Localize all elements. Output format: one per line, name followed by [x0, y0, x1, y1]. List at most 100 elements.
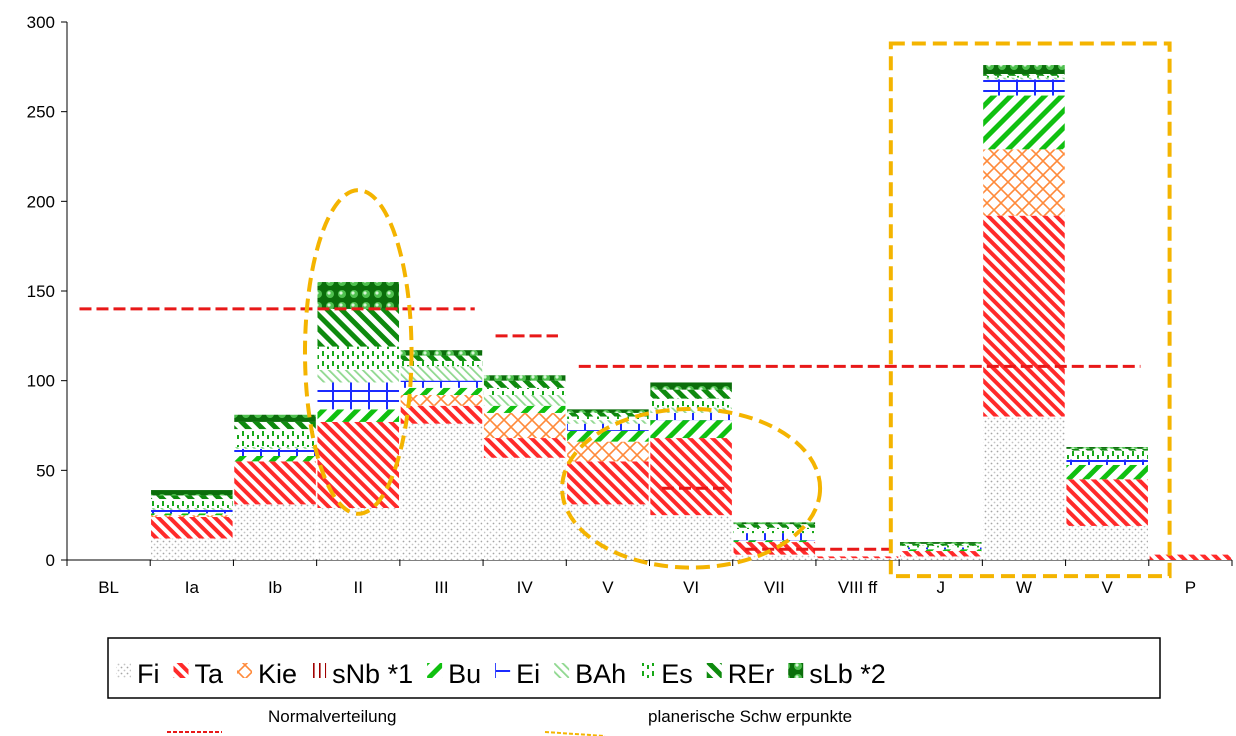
bar-segment-ta	[733, 542, 816, 555]
bar-segment-ei	[650, 412, 732, 421]
x-tick-label: IV	[517, 578, 534, 597]
bar-segment-slb	[151, 490, 233, 496]
y-tick-label: 50	[36, 461, 55, 480]
highlight-rect	[888, 41, 1172, 579]
x-tick-label: V	[1102, 578, 1114, 597]
planning-highlights	[302, 41, 1172, 579]
legend-label: Bu	[448, 659, 481, 689]
bar-segment-fi	[650, 515, 732, 560]
bar-segment-es	[650, 398, 732, 408]
y-tick-label: 250	[27, 103, 55, 122]
legend-label: BAh	[575, 659, 626, 689]
x-tick-label: BL	[98, 578, 119, 597]
bar-segment-ei	[733, 533, 816, 541]
bar-segment-fi	[400, 423, 483, 560]
bar-segment-bu	[899, 549, 982, 552]
bar-segment-bah	[483, 395, 566, 406]
bar-segment-kie	[483, 412, 566, 439]
x-axis-ticks: BL Ia Ib II III IV V VI VII VIII ff J W V P	[66, 560, 1233, 597]
bar-segment-ta	[1066, 479, 1148, 526]
bar-segment-bu	[733, 540, 816, 543]
bar-segment-rer	[317, 308, 400, 347]
x-tick-label: Ia	[185, 578, 200, 597]
bar-segment-es	[151, 499, 233, 508]
bar-segment-fi	[151, 538, 233, 560]
bar-segment-fi	[983, 416, 1065, 560]
stacked-bars	[151, 65, 1232, 560]
legend-swatch-kie	[237, 663, 253, 678]
legend-label: Fi	[137, 659, 160, 689]
x-tick-label: VI	[683, 578, 699, 597]
bar-segment-kie	[983, 149, 1065, 216]
bar-segment-kie	[151, 515, 233, 517]
bar-segment-rer	[983, 74, 1065, 76]
legend-swatch-bu	[427, 663, 443, 678]
legend-label: sNb *1	[332, 659, 413, 689]
bar-segment-es	[400, 360, 483, 367]
bar-segment-rer	[567, 412, 649, 417]
bar-segment-es	[733, 527, 816, 534]
bar-segment-es	[317, 346, 400, 370]
bar-segment-ta	[400, 405, 483, 424]
legend-swatch-bah	[554, 663, 570, 678]
bar-segment-rer	[234, 421, 316, 430]
legend-label: Es	[661, 659, 693, 689]
bar-segment-ei	[317, 382, 400, 410]
bar-segment-bu	[650, 420, 732, 439]
x-tick-label: Ib	[268, 578, 282, 597]
bar-segment-fi	[1066, 525, 1148, 560]
bar-segment-bu	[234, 455, 316, 462]
bar-segment-bu	[483, 405, 566, 413]
bar-segment-bah	[234, 447, 316, 449]
bar-segment-bu	[317, 409, 400, 422]
bar-segment-es	[234, 429, 316, 448]
bar-segment-ta	[816, 556, 899, 559]
note-planning: planerische Schw erpunkte	[648, 707, 852, 726]
x-tick-label: J	[937, 578, 946, 597]
bar-segment-slb	[733, 522, 816, 525]
bar-segment-ta	[650, 438, 732, 516]
note-planning-swatch	[544, 731, 606, 736]
bar-segment-bu	[400, 387, 483, 396]
bar-segment-ta	[983, 215, 1065, 417]
bar-segment-ta	[899, 551, 982, 557]
bar-segment-ei	[899, 547, 982, 550]
y-axis-ticks: 0 50 100 150 200 250 300	[27, 13, 67, 570]
bar-segment-es	[483, 387, 566, 396]
y-tick-label: 0	[46, 551, 55, 570]
bar-segment-ei	[1066, 459, 1148, 465]
bar-segment-ta	[317, 421, 400, 508]
bar-segment-kie	[567, 441, 649, 462]
x-tick-label: V	[602, 578, 614, 597]
bar-segment-rer	[400, 355, 483, 361]
x-tick-label: W	[1016, 578, 1032, 597]
bar-segment-bah	[317, 369, 400, 383]
bar-segment-ta	[483, 438, 566, 458]
bar-segment-bu	[567, 430, 649, 442]
highlight-ellipse	[560, 406, 823, 570]
x-tick-label: VII	[764, 578, 785, 597]
highlight-ellipse	[302, 188, 414, 516]
bar-segment-bu	[983, 95, 1065, 150]
bar-segment-bu	[1066, 464, 1148, 480]
bar-segment-fi	[483, 457, 566, 560]
bar-segment-rer	[899, 543, 982, 546]
bar-segment-fi	[816, 558, 899, 560]
bar-segment-slb	[483, 375, 566, 381]
bar-segment-es	[567, 416, 649, 421]
bar-segment-bah	[650, 407, 732, 413]
bar-segment-slb	[899, 542, 982, 544]
bar-segment-rer	[650, 389, 732, 399]
y-tick-label: 200	[27, 192, 55, 211]
legend-label: sLb *2	[809, 659, 886, 689]
bar-segment-bah	[983, 77, 1065, 80]
bar-segment-fi	[899, 556, 982, 560]
x-tick-label: P	[1185, 578, 1196, 597]
bar-segment-kie	[400, 395, 483, 406]
bar-segment-ei	[234, 448, 316, 456]
bar-segment-bu	[151, 513, 233, 516]
legend-swatch-ei	[495, 663, 511, 678]
bar-segment-ta	[234, 461, 316, 505]
bar-segment-slb	[567, 409, 649, 413]
